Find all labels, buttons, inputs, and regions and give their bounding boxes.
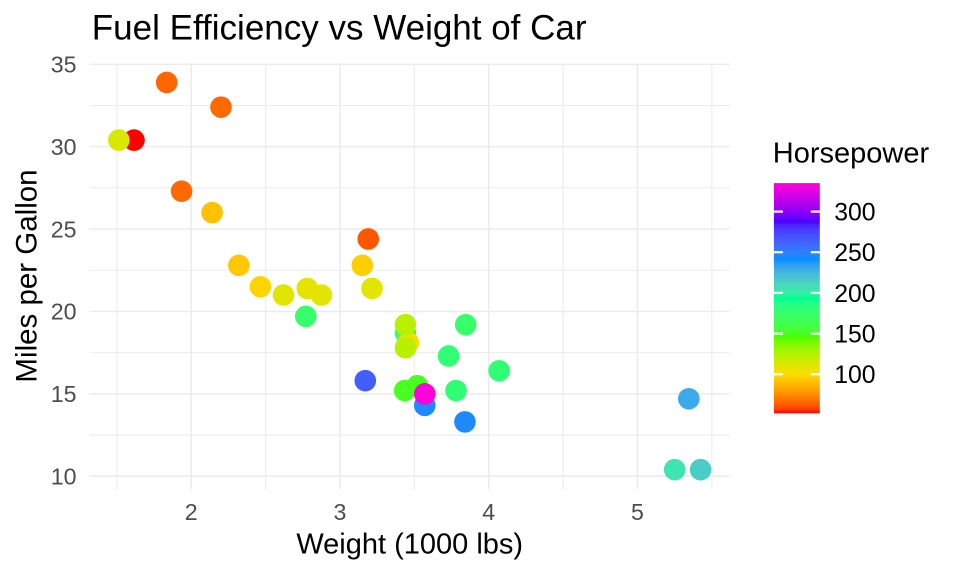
svg-text:Weight (1000 lbs): Weight (1000 lbs)	[296, 528, 523, 560]
svg-text:150: 150	[834, 322, 875, 349]
svg-text:15: 15	[51, 381, 77, 407]
svg-text:Miles per Gallon: Miles per Gallon	[10, 169, 43, 382]
svg-text:10: 10	[51, 463, 77, 489]
svg-text:300: 300	[834, 200, 875, 227]
svg-text:4: 4	[482, 499, 495, 525]
svg-text:200: 200	[834, 281, 875, 308]
svg-text:100: 100	[834, 362, 875, 389]
svg-text:25: 25	[51, 216, 77, 242]
svg-text:Horsepower: Horsepower	[773, 138, 930, 170]
svg-text:20: 20	[51, 299, 77, 325]
svg-text:30: 30	[51, 134, 77, 160]
svg-text:250: 250	[834, 240, 875, 267]
svg-text:35: 35	[51, 52, 77, 78]
svg-text:Fuel Efficiency vs Weight of C: Fuel Efficiency vs Weight of Car	[92, 9, 587, 48]
svg-text:5: 5	[631, 499, 644, 525]
svg-text:2: 2	[185, 499, 198, 525]
svg-text:3: 3	[334, 499, 347, 525]
